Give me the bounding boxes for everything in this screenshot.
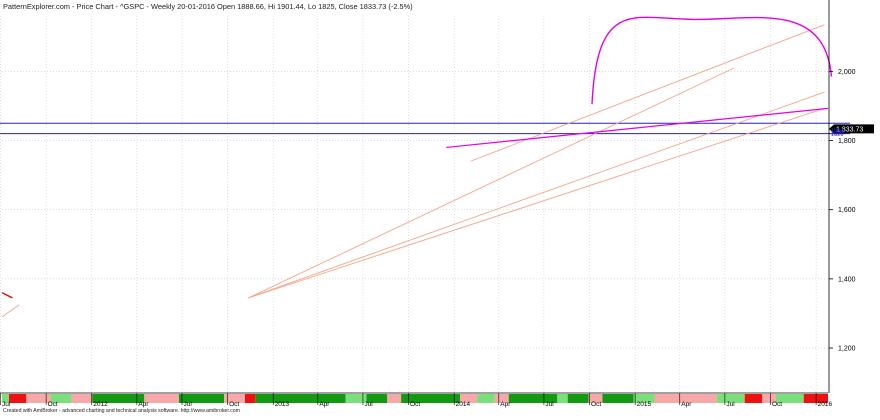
x-tick-label: Apr — [138, 401, 149, 408]
x-tick-label: Apr — [681, 401, 692, 408]
strip-segment-dark_green — [401, 394, 461, 403]
x-tick-label: Jul — [2, 401, 11, 408]
trendlines — [0, 16, 850, 318]
strip-segment-red — [8, 394, 27, 403]
y-tick-label: 1,200 — [838, 346, 856, 353]
x-tick-label: 2015 — [637, 401, 652, 408]
strip-segment-pink — [654, 394, 717, 403]
x-tick-label: Apr — [319, 401, 330, 408]
trendline-magenta — [446, 107, 829, 149]
x-tick-label: 2012 — [93, 401, 108, 408]
strip-segment-dark_green — [567, 394, 589, 403]
strip-segment-pink — [224, 394, 245, 403]
axes: 1,200 1,400 1,600 1,800 2,000 Jul Oct 2012 Apr Ju… — [0, 0, 856, 408]
x-tick-label: Jul — [183, 401, 192, 408]
x-tick-label: Oct — [772, 401, 782, 408]
strip-segment-light_green — [716, 394, 745, 403]
dome-arc — [591, 16, 833, 105]
strip-segment-dark_green — [602, 394, 634, 403]
strip-segment-light_green — [633, 394, 655, 403]
strip-segment-pink — [26, 394, 51, 403]
support-price-label: 1825 — [831, 130, 843, 136]
strip-segment-light_green — [50, 394, 72, 403]
strip-segment-dark_green — [92, 394, 145, 403]
y-tick-label: 1,400 — [838, 276, 856, 283]
x-tick-label: 2013 — [275, 401, 290, 408]
strip-segment-red — [744, 394, 763, 403]
strip-segment-pink — [144, 394, 179, 403]
last-price-box — [829, 124, 874, 134]
trendline-red — [1, 292, 13, 299]
trendline-fan — [1, 304, 20, 318]
strip-segment-pink — [762, 394, 776, 403]
strip-segment-light_green — [775, 394, 804, 403]
strip-segment-pink — [494, 394, 509, 403]
strip-segment-light_green — [477, 394, 495, 403]
x-tick-label: Jul — [726, 401, 735, 408]
strip-segment-red — [244, 394, 256, 403]
x-tick-label: 2014 — [456, 401, 471, 408]
trendline-fan — [248, 91, 825, 299]
strip-segment-pink — [71, 394, 93, 403]
strip-segment-dark_green — [508, 394, 558, 403]
x-tick-label: Jul — [364, 401, 373, 408]
x-tick-label: Oct — [229, 401, 239, 408]
x-tick-label: 2016 — [818, 401, 833, 408]
y-tick-label: 2,000 — [838, 69, 856, 76]
x-tick-label: Oct — [410, 401, 420, 408]
strip-segment-dark_green — [255, 394, 346, 403]
trendline-fan — [248, 107, 825, 299]
strip-segment-light_green — [345, 394, 367, 403]
chart-title: PatternExplorer.com - Price Chart - ^GSP… — [3, 2, 413, 11]
last-price-label: 1,833.73 — [836, 126, 863, 133]
strip-segment-dark_green — [179, 394, 225, 403]
strip-segment-light_green — [557, 394, 568, 403]
support-price-label: 1820 — [831, 132, 843, 138]
strip-segment-pink — [588, 394, 603, 403]
strip-segment-pink — [460, 394, 478, 403]
y-tick-label: 1,800 — [838, 138, 856, 145]
y-tick-label: 1,600 — [838, 207, 856, 214]
trendline-fan — [248, 67, 735, 299]
strip-segment-light_green — [2, 394, 9, 403]
x-tick-label: Oct — [591, 401, 601, 408]
footer-credit: Created with AmiBroker - advanced charti… — [3, 408, 240, 414]
strip-segment-dark_green — [366, 394, 388, 403]
support-price-label: 1832 — [831, 128, 843, 134]
x-tick-label: Apr — [500, 401, 511, 408]
strip-segment-pink — [387, 394, 402, 403]
x-tick-label: Oct — [48, 401, 58, 408]
x-tick-label: Jul — [545, 401, 554, 408]
